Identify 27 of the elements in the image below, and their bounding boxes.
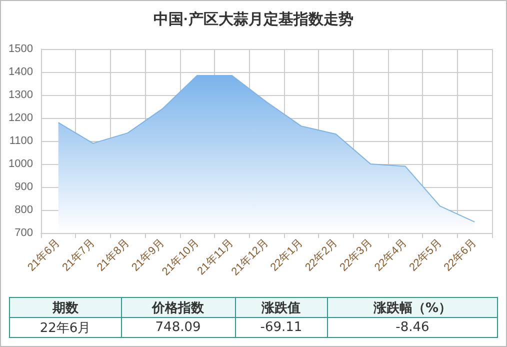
text: 涨跌幅（%）: [327, 298, 498, 318]
text: 涨跌值: [235, 298, 328, 318]
y-tick-label: 1400: [8, 66, 33, 78]
x-tick-label: 21年7月: [60, 236, 98, 274]
y-tick-label: 1200: [8, 112, 33, 124]
x-tick-label: 22年5月: [407, 236, 444, 274]
x-tick-label: 22年3月: [338, 236, 375, 274]
text: 22年6月: [10, 318, 122, 338]
y-tick-label: 1300: [8, 89, 33, 101]
y-tick-label: 1000: [8, 158, 33, 170]
text: 748.09: [121, 318, 236, 338]
y-tick-label: 1100: [9, 135, 33, 147]
x-tick-label: 22年1月: [268, 236, 306, 274]
x-tick-label: 21年8月: [94, 236, 132, 274]
text: 期数: [10, 298, 122, 318]
x-tick-label: 22年4月: [372, 236, 410, 274]
text: 价格指数: [121, 298, 236, 318]
chart-title: 中国·产区大蒜月定基指数走势: [154, 10, 354, 28]
y-tick-label: 1500: [8, 43, 33, 55]
x-tick-label: 21年6月: [26, 236, 63, 274]
y-tick-label: 800: [14, 204, 33, 216]
x-tick-label: 22年6月: [442, 236, 479, 274]
y-tick-label: 900: [14, 181, 33, 193]
text: -8.46: [327, 318, 498, 338]
x-tick-label: 22年2月: [303, 236, 340, 274]
text: -69.11: [235, 318, 328, 338]
y-tick-label: 700: [14, 227, 33, 239]
